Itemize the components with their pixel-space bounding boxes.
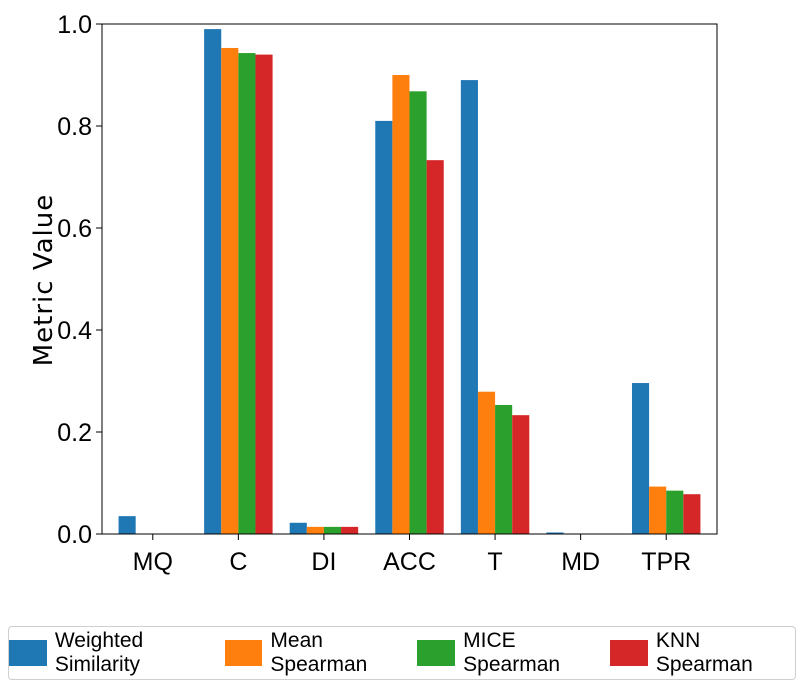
x-tick-label: DI	[311, 548, 336, 576]
x-tick-label: MQ	[133, 548, 173, 576]
x-tick-label: C	[229, 548, 247, 576]
bar-chart: Metric Value 0.0 0.2 0.4 0.6 0.8 1.0 MQ C DI ACC…	[29, 11, 718, 576]
bar-acc-knn-spearman	[426, 160, 444, 535]
bars-group	[118, 29, 701, 535]
plot-frame	[101, 23, 718, 535]
x-tick-label: T	[487, 548, 502, 576]
bar-tpr-knn-spearman	[683, 494, 701, 534]
y-tick-label: 0.0	[57, 521, 92, 549]
legend-label: KNN Spearman	[655, 629, 753, 676]
bar-c-mice-spearman	[238, 53, 256, 534]
bar-c-weighted-similarity	[204, 29, 222, 534]
y-axis-label: Metric Value	[29, 194, 59, 367]
legend-label: Mean Spearman	[270, 629, 368, 676]
bar-c-knn-spearman	[255, 54, 273, 534]
bar-c-mean-spearman	[221, 47, 239, 534]
x-tick-label: TPR	[641, 548, 691, 576]
legend: Weighted Similarity Mean Spearman MICE S…	[8, 626, 796, 680]
legend-item-knn-spearman: KNN Spearman	[610, 629, 795, 677]
x-tick-label: ACC	[383, 548, 436, 576]
bar-acc-mean-spearman	[392, 75, 410, 534]
y-tick-label: 0.6	[57, 215, 92, 243]
bar-md-weighted-similarity	[546, 532, 564, 534]
legend-swatch	[9, 640, 47, 666]
bar-tpr-weighted-similarity	[631, 383, 650, 534]
legend-item-mean-spearman: Mean Spearman	[224, 629, 418, 677]
bar-di-mice-spearman	[323, 526, 342, 534]
y-tick-label: 1.0	[57, 11, 92, 39]
bar-acc-weighted-similarity	[375, 120, 393, 535]
bar-mq-weighted-similarity	[118, 516, 136, 534]
y-tick-label: 0.4	[57, 317, 92, 345]
bar-acc-mice-spearman	[409, 91, 427, 534]
y-ticks-group: 0.0 0.2 0.4 0.6 0.8 1.0	[57, 11, 102, 549]
bar-t-knn-spearman	[512, 415, 530, 534]
legend-swatch	[224, 640, 263, 666]
legend-item-weighted-similarity: Weighted Similarity	[9, 629, 225, 677]
legend-swatch	[610, 640, 648, 666]
legend-item-mice-spearman: MICE Spearman	[417, 629, 610, 677]
bar-di-knn-spearman	[341, 526, 359, 534]
legend-label: MICE Spearman	[463, 629, 561, 676]
bar-t-weighted-similarity	[460, 80, 478, 534]
y-tick-label: 0.2	[57, 419, 92, 447]
x-tick-label: MD	[561, 548, 600, 576]
legend-swatch	[417, 640, 456, 666]
bar-tpr-mean-spearman	[649, 486, 667, 534]
bar-t-mice-spearman	[495, 404, 513, 534]
y-tick-label: 0.8	[57, 113, 92, 141]
bar-di-weighted-similarity	[289, 522, 307, 534]
bar-t-mean-spearman	[477, 391, 496, 534]
legend-label: Weighted Similarity	[54, 629, 144, 676]
bar-di-mean-spearman	[306, 526, 324, 534]
x-ticks-group: MQ C DI ACC T MD TPR	[133, 534, 691, 576]
bar-tpr-mice-spearman	[666, 490, 684, 534]
